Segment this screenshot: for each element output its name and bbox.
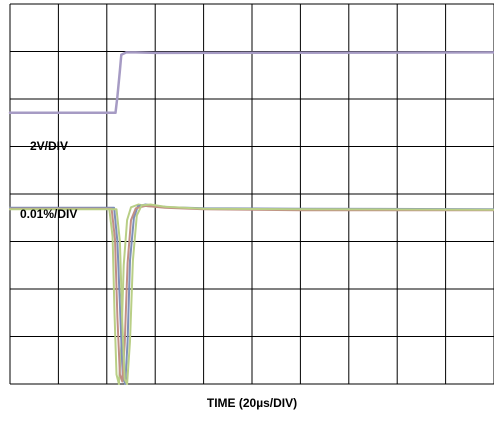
settle_green-trace-4 [9,203,494,385]
step-trace-0 [8,51,494,115]
grid [9,3,494,385]
traces [8,51,494,385]
lower-scale-label: 0.01%/DIV [20,207,77,221]
upper-scale-label: 2V/DIV [30,139,68,153]
x-axis-label: TIME (20µs/DIV) [206,396,298,410]
